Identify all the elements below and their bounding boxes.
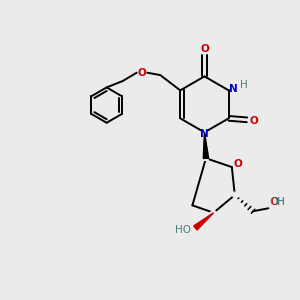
Text: H: H (277, 197, 285, 207)
Text: OH: OH (269, 197, 285, 207)
Polygon shape (203, 132, 208, 158)
Polygon shape (194, 213, 214, 230)
Text: N: N (200, 129, 209, 139)
Text: O: O (234, 158, 243, 169)
Text: O: O (200, 44, 209, 54)
Text: H: H (240, 80, 248, 90)
Text: O: O (270, 197, 278, 207)
Text: N: N (229, 84, 238, 94)
Text: O: O (249, 116, 258, 126)
Text: O: O (138, 68, 146, 78)
Text: HO: HO (175, 225, 191, 236)
